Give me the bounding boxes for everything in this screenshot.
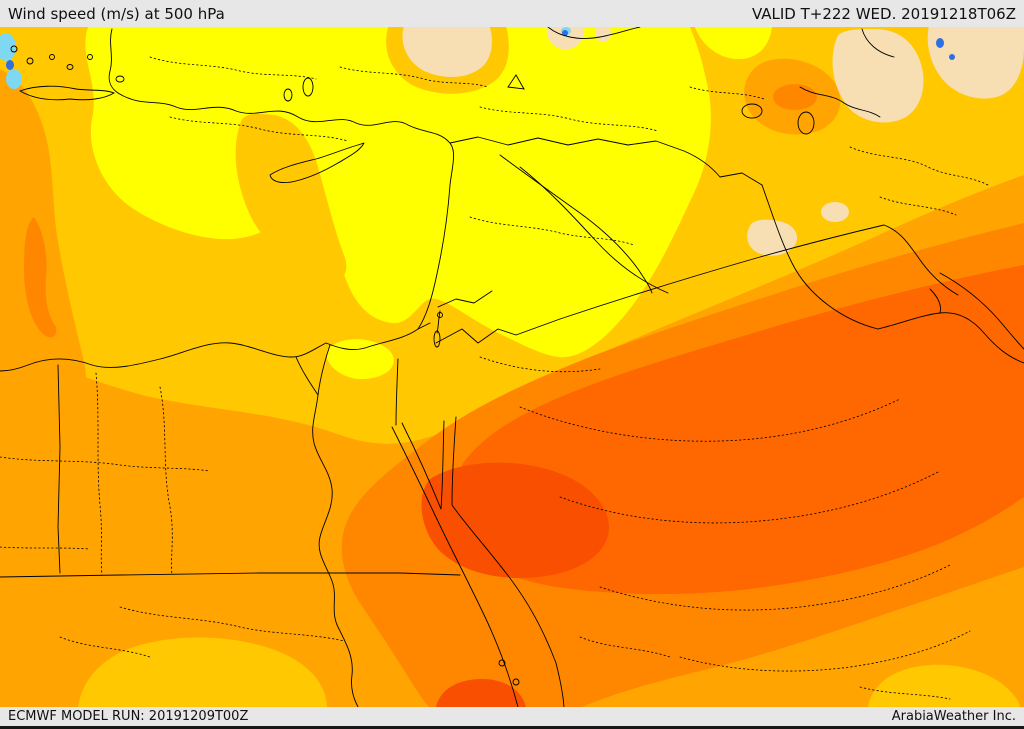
coastlines-and-borders [0, 27, 1024, 707]
admin-boundaries-dotted [0, 56, 989, 700]
band-amber-accents [78, 637, 1020, 707]
map-footer-bar: ECMWF MODEL RUN: 20191209T00Z ArabiaWeat… [0, 707, 1024, 729]
wind-speed-map [0, 27, 1024, 707]
band-jet-core [421, 462, 609, 707]
map-title: Wind speed (m/s) at 500 hPa [8, 4, 225, 23]
model-run-label: ECMWF MODEL RUN: 20191209T00Z [8, 709, 249, 724]
band-blue-specks [6, 30, 955, 70]
wind-map-svg [0, 27, 1024, 707]
band-yellow [85, 27, 772, 380]
attribution-label: ArabiaWeather Inc. [891, 709, 1016, 724]
lakes-and-islands [10, 45, 815, 686]
valid-time-label: VALID T+222 WED. 20191218T06Z [751, 4, 1016, 23]
map-header-bar: Wind speed (m/s) at 500 hPa VALID T+222 … [0, 0, 1024, 27]
band-cyan-specks [0, 27, 571, 89]
